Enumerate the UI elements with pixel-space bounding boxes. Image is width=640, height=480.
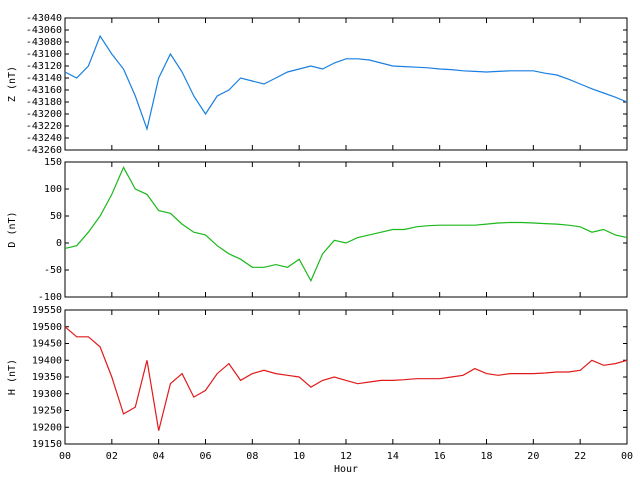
y-tick-label: -43060 bbox=[26, 25, 62, 36]
y-tick-label: -43260 bbox=[26, 145, 62, 156]
x-tick-label: 16 bbox=[434, 451, 446, 462]
y-tick-label: 19500 bbox=[32, 322, 62, 333]
plot-frame bbox=[64, 161, 628, 298]
y-tick-label: -43080 bbox=[26, 37, 62, 48]
x-tick-label: 08 bbox=[246, 451, 258, 462]
data-line bbox=[64, 34, 628, 132]
y-tick-label: 19450 bbox=[32, 339, 62, 350]
y-tick-label: 50 bbox=[50, 211, 62, 222]
y-tick-label: -43200 bbox=[26, 109, 62, 120]
y-tick-label: 19400 bbox=[32, 355, 62, 366]
x-tick-label: 22 bbox=[574, 451, 586, 462]
y-tick-label: 0 bbox=[56, 238, 62, 249]
y-tick-label: -43240 bbox=[26, 133, 62, 144]
y-tick-label: -43140 bbox=[26, 73, 62, 84]
y-tick-label: 19350 bbox=[32, 372, 62, 383]
y-tick-label: -50 bbox=[44, 265, 62, 276]
x-tick-label: 06 bbox=[199, 451, 211, 462]
y-tick-label: 19150 bbox=[32, 439, 62, 450]
x-axis-label: Hour bbox=[334, 464, 358, 475]
y-axis-label: Z (nT) bbox=[7, 66, 18, 102]
x-tick-label: 18 bbox=[480, 451, 492, 462]
x-tick-label: 04 bbox=[153, 451, 165, 462]
data-line bbox=[64, 326, 628, 431]
x-tick-label: 00 bbox=[59, 451, 71, 462]
plot-frame bbox=[64, 17, 628, 151]
data-line bbox=[64, 166, 628, 283]
y-tick-label: -100 bbox=[38, 292, 62, 303]
y-tick-label: 19550 bbox=[32, 305, 62, 316]
y-axis-label: H (nT) bbox=[7, 359, 18, 395]
x-tick-label: 00 bbox=[621, 451, 633, 462]
y-tick-label: 19200 bbox=[32, 422, 62, 433]
y-tick-label: 19250 bbox=[32, 406, 62, 417]
y-tick-label: -43040 bbox=[26, 13, 62, 24]
x-tick-label: 20 bbox=[527, 451, 539, 462]
y-tick-label: 100 bbox=[44, 184, 62, 195]
y-tick-label: -43160 bbox=[26, 85, 62, 96]
x-tick-label: 12 bbox=[340, 451, 352, 462]
y-tick-label: -43180 bbox=[26, 97, 62, 108]
y-axis-label: D (nT) bbox=[7, 211, 18, 247]
y-tick-label: -43100 bbox=[26, 49, 62, 60]
x-tick-label: 14 bbox=[387, 451, 399, 462]
y-tick-label: -43120 bbox=[26, 61, 62, 72]
y-tick-label: -43220 bbox=[26, 121, 62, 132]
x-tick-label: 02 bbox=[106, 451, 118, 462]
x-tick-label: 10 bbox=[293, 451, 305, 462]
y-tick-label: 150 bbox=[44, 157, 62, 168]
y-tick-label: 19300 bbox=[32, 389, 62, 400]
